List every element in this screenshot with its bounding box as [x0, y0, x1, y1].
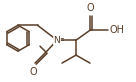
Text: OH: OH [110, 25, 125, 35]
Text: N: N [54, 36, 60, 45]
Text: O: O [86, 3, 94, 13]
Text: O: O [29, 67, 37, 77]
